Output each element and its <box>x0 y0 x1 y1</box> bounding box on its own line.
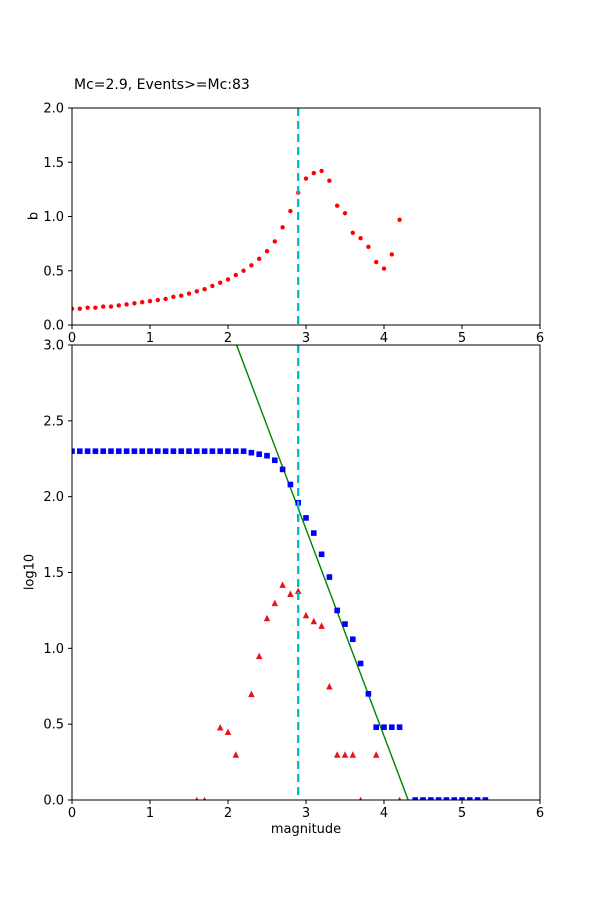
y-tick-label: 0.0 <box>43 794 64 809</box>
x-tick-label: 6 <box>536 331 544 346</box>
x-tick-label: 1 <box>146 806 154 821</box>
x-tick-label: 4 <box>380 331 388 346</box>
y-tick-label: 3.0 <box>43 339 64 354</box>
y-tick-label: 2.0 <box>43 490 64 505</box>
x-tick-label: 0 <box>68 806 76 821</box>
x-tick-label: 3 <box>302 806 310 821</box>
plot-area-0 <box>72 108 402 325</box>
top-plot-ylabel: b <box>26 211 42 221</box>
x-tick-label: 0 <box>68 331 76 346</box>
y-tick-label: 2.0 <box>43 102 64 117</box>
y-axis-ticks: 0.0 0.5 1.0 1.5 2.0 2.5 3.0 <box>43 339 72 809</box>
x-axis-ticks: 0 1 2 3 4 5 6 <box>68 325 544 346</box>
series-gutenberg-richter-fit-line <box>235 345 409 800</box>
y-axis-ticks: 0.0 0.5 1.0 1.5 2.0 <box>43 102 72 334</box>
x-tick-label: 5 <box>458 806 466 821</box>
plot-title: Mc=2.9, Events>=Mc:83 <box>74 77 250 93</box>
bottom-plot-xlabel: magnitude <box>270 822 342 837</box>
y-tick-label: 2.5 <box>43 414 64 429</box>
x-tick-label: 5 <box>458 331 466 346</box>
x-tick-label: 2 <box>224 331 232 346</box>
bottom-plot-ylabel: log10 <box>22 553 38 591</box>
y-tick-label: 0.5 <box>43 718 64 733</box>
axes-1: 0 1 2 3 4 5 6 0.0 0.5 1.0 1.5 2.0 2.5 3.0 <box>43 339 544 822</box>
x-tick-label: 2 <box>224 806 232 821</box>
x-tick-label: 1 <box>146 331 154 346</box>
x-tick-label: 3 <box>302 331 310 346</box>
y-tick-label: 0.0 <box>43 319 64 334</box>
y-tick-label: 0.5 <box>43 264 64 279</box>
y-tick-label: 1.0 <box>43 210 64 225</box>
x-axis-ticks: 0 1 2 3 4 5 6 <box>68 800 544 821</box>
axes-frame <box>71 107 541 326</box>
y-tick-label: 1.5 <box>43 156 64 171</box>
axes-0: 0 1 2 3 4 5 6 0.0 0.5 1.0 1.5 2.0 <box>43 102 544 347</box>
x-tick-label: 4 <box>380 806 388 821</box>
y-tick-label: 1.0 <box>43 642 64 657</box>
series-cumulative-event-counts <box>72 448 489 800</box>
y-tick-label: 1.5 <box>43 566 64 581</box>
series-b-value-vs-cutoff-magnitude <box>72 168 402 311</box>
plot-area-1 <box>72 345 489 800</box>
axes-frame <box>71 344 541 801</box>
x-tick-label: 6 <box>536 806 544 821</box>
series-noncumulative-event-counts <box>195 581 402 800</box>
